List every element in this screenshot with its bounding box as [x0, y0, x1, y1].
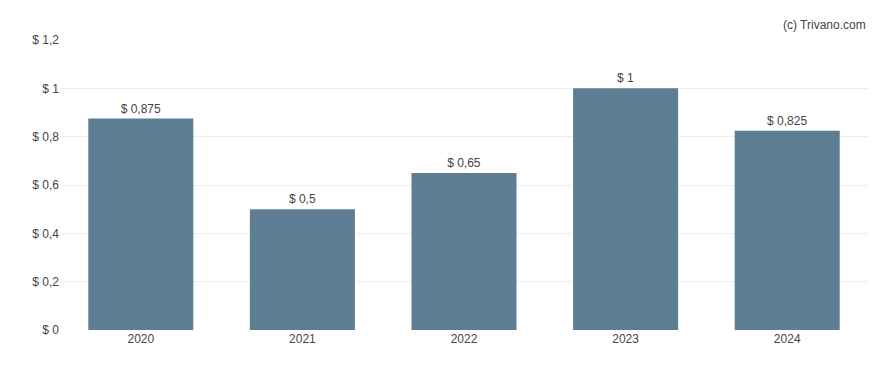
svg-text:$ 0,5: $ 0,5 [289, 192, 316, 206]
svg-text:$ 0,8: $ 0,8 [32, 130, 59, 144]
svg-text:2022: 2022 [451, 332, 478, 346]
svg-text:$ 0,6: $ 0,6 [32, 178, 59, 192]
svg-text:$ 1: $ 1 [617, 71, 634, 85]
svg-text:$ 0,4: $ 0,4 [32, 227, 59, 241]
svg-text:$ 1,2: $ 1,2 [32, 33, 59, 47]
svg-text:(c) Trivano.com: (c) Trivano.com [783, 18, 866, 32]
svg-text:2021: 2021 [289, 332, 316, 346]
svg-text:$ 0,2: $ 0,2 [32, 275, 59, 289]
svg-text:$ 0: $ 0 [42, 323, 59, 337]
svg-text:2024: 2024 [774, 332, 801, 346]
svg-text:$ 0,825: $ 0,825 [767, 114, 807, 128]
svg-text:$ 0,875: $ 0,875 [121, 102, 161, 116]
svg-text:$ 1: $ 1 [42, 82, 59, 96]
svg-text:2020: 2020 [127, 332, 154, 346]
svg-text:2023: 2023 [612, 332, 639, 346]
svg-text:$ 0,65: $ 0,65 [447, 156, 481, 170]
